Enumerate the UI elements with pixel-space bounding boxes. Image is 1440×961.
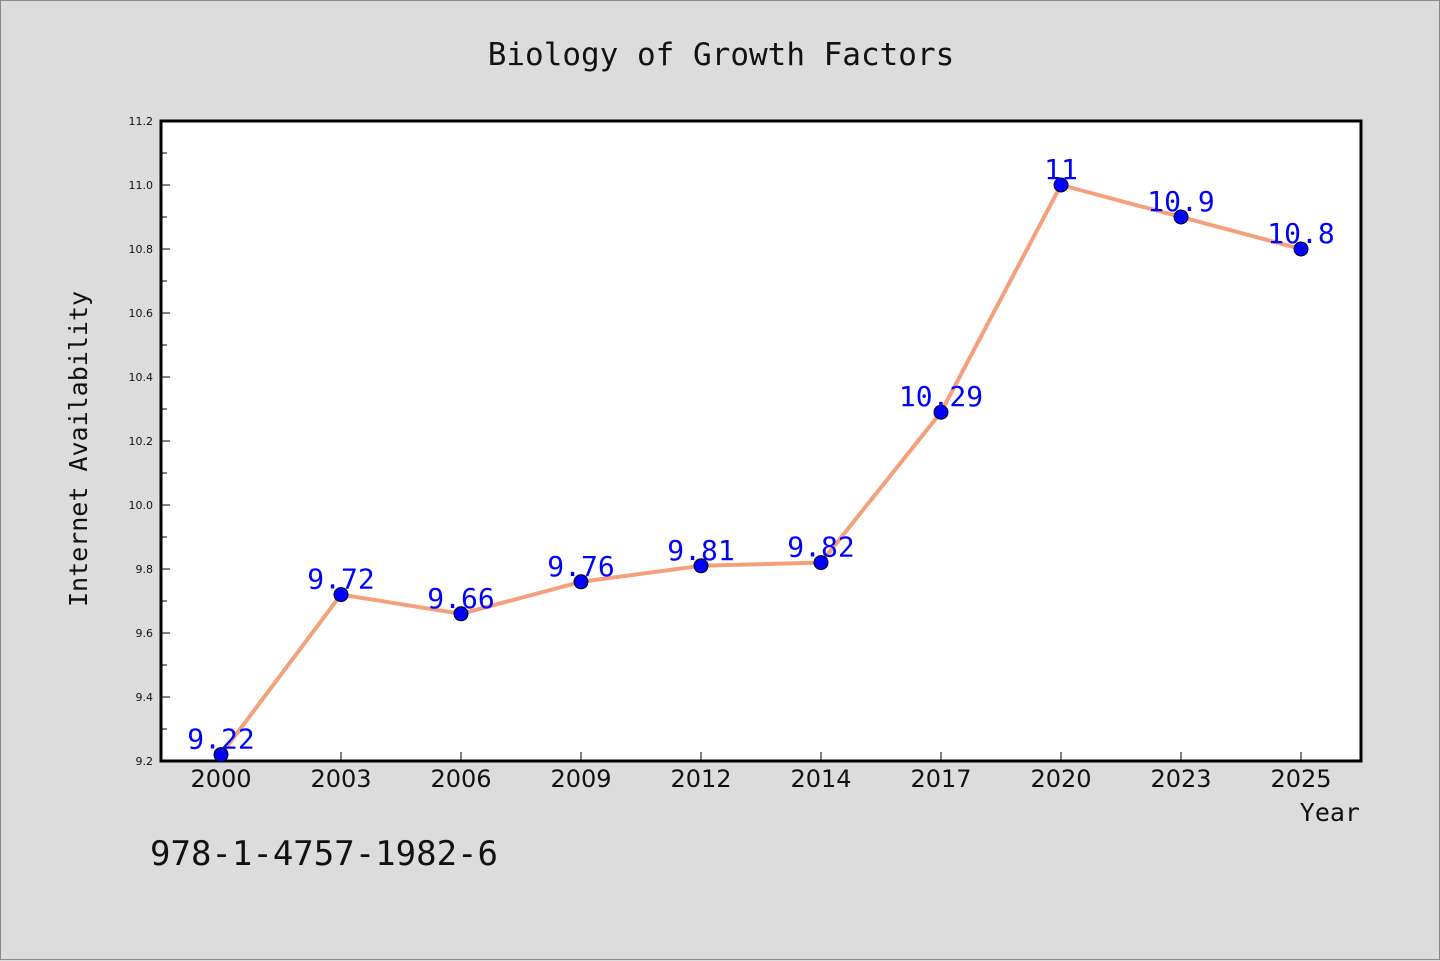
y-tick-label: 9.6 (136, 627, 154, 640)
data-point (453, 606, 469, 622)
data-point (933, 404, 949, 420)
x-tick-label: 2006 (430, 765, 491, 793)
data-point (213, 747, 229, 763)
y-tick-label: 11.0 (129, 179, 154, 192)
data-label-group: 9.22 9.72 9.66 9.76 9.81 9.82 10.29 11 10.9 10.8 (187, 153, 1334, 756)
y-tick-label: 9.8 (136, 563, 154, 576)
series-line (219, 183, 1303, 757)
marker-group (213, 177, 1309, 763)
data-label: 10.29 (899, 380, 983, 413)
isbn-footer: 978-1-4757-1982-6 (150, 834, 498, 874)
series-line-group (219, 183, 1303, 757)
x-tick-label: 2003 (310, 765, 371, 793)
data-label: 10.9 (1147, 185, 1214, 218)
data-label: 9.72 (307, 563, 374, 596)
data-label: 10.8 (1267, 217, 1334, 250)
x-tick-label: 2009 (550, 765, 611, 793)
data-point (1293, 241, 1309, 257)
y-axis-label: Internet Availability (64, 291, 93, 607)
y-tick-label: 10.8 (129, 243, 154, 256)
plot-area (159, 119, 1363, 763)
data-point (573, 574, 589, 590)
x-tick-label: 2012 (670, 765, 731, 793)
data-point (333, 587, 349, 603)
data-point (693, 558, 709, 574)
x-axis: 2000 2003 2006 2009 2012 2014 2017 2020 2023 2025 (190, 752, 1332, 793)
x-tick-label: 2025 (1270, 765, 1331, 793)
data-label: 9.76 (547, 550, 614, 583)
y-tick-label: 10.6 (129, 307, 154, 320)
x-tick-label: 2014 (790, 765, 851, 793)
data-point (813, 555, 829, 571)
x-tick-label: 2000 (190, 765, 251, 793)
x-axis-label: Year (1300, 798, 1360, 827)
data-point (1173, 209, 1189, 225)
y-tick-label: 9.4 (136, 691, 154, 704)
chart-title: Biology of Growth Factors (488, 37, 955, 73)
y-tick-label: 11.2 (129, 115, 154, 128)
x-tick-label: 2020 (1030, 765, 1091, 793)
data-label: 9.82 (787, 531, 854, 564)
y-tick-label: 9.2 (136, 755, 154, 768)
y-axis: 9.2 9.4 9.6 9.8 10.0 10.2 10.4 10.6 10.8 11.0 11.2 (129, 115, 170, 768)
y-tick-label: 10.4 (129, 371, 154, 384)
data-label: 11 (1044, 153, 1078, 186)
x-tick-label: 2017 (910, 765, 971, 793)
data-label: 9.81 (667, 534, 734, 567)
data-label: 9.22 (187, 723, 254, 756)
data-point (1053, 177, 1069, 193)
x-tick-label: 2023 (1150, 765, 1211, 793)
y-tick-label: 10.0 (129, 499, 154, 512)
data-label: 9.66 (427, 582, 494, 615)
y-tick-label: 10.2 (129, 435, 154, 448)
